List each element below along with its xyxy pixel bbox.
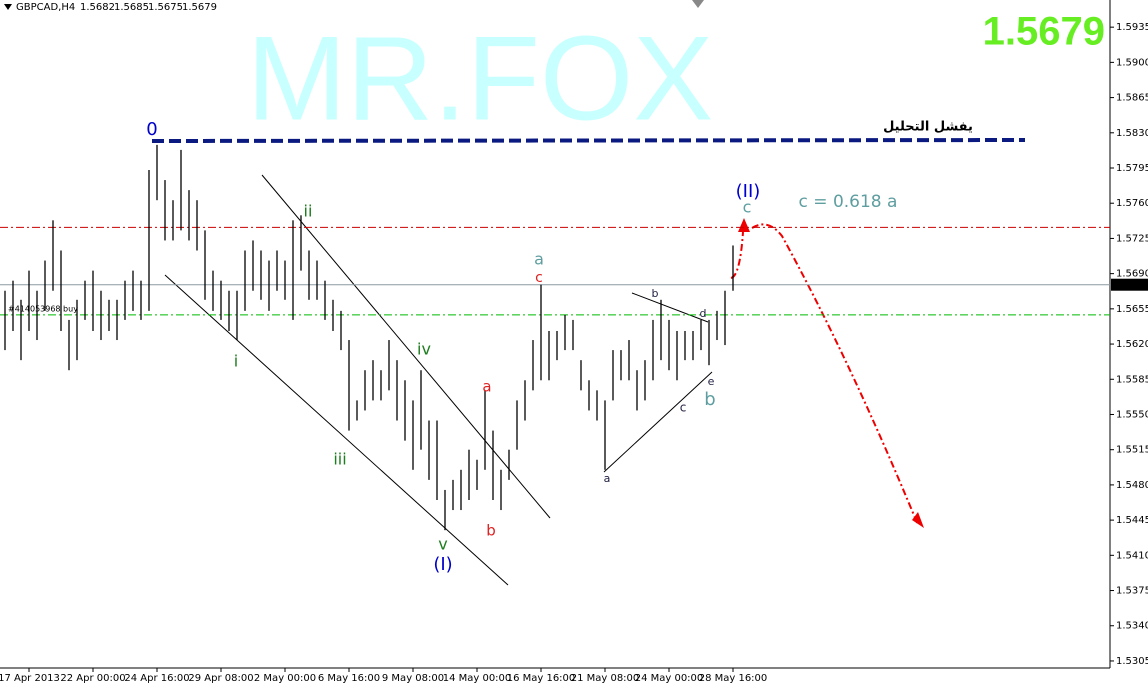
x-tick-label: 9 May 08:00 <box>382 673 444 684</box>
wave-label: 0 <box>146 119 157 140</box>
header-low: 1.5675 <box>148 2 183 13</box>
triangle-lower <box>603 371 713 473</box>
y-tick-label: 1.5515 <box>1116 445 1148 456</box>
x-tick-label: 21 May 08:00 <box>571 673 640 684</box>
price-box <box>1111 278 1148 291</box>
triangle-upper <box>631 292 709 323</box>
scroll-marker <box>692 0 704 8</box>
x-tick-label: 29 Apr 08:00 <box>188 673 253 684</box>
price-big: 1.5679 <box>983 10 1105 54</box>
wave-label: c <box>535 270 543 286</box>
y-tick-label: 1.5620 <box>1116 339 1148 350</box>
price-box-label: 1.5679 <box>1114 280 1148 291</box>
wave-label: يفشل التحليل <box>883 120 973 135</box>
wave-label: c <box>743 198 752 217</box>
failure-line <box>151 138 1026 143</box>
projection-down <box>751 223 919 526</box>
trend-lines <box>164 174 713 586</box>
wave-label: i <box>234 352 238 371</box>
y-tick-label: 1.5725 <box>1116 233 1148 244</box>
wave-label: v <box>438 535 447 554</box>
wave-label: (I) <box>433 554 452 575</box>
y-tick-label: 1.5795 <box>1116 163 1148 174</box>
wave-label: iii <box>333 450 346 469</box>
y-tick-label: 1.5655 <box>1116 304 1148 315</box>
channel-lower <box>164 274 509 586</box>
wave-label: a <box>604 472 611 485</box>
header-open: 1.5682 <box>80 2 115 13</box>
x-tick-label: 17 Apr 2013 <box>0 673 60 684</box>
watermark: MR.FOX <box>247 12 714 146</box>
y-tick-label: 1.5445 <box>1116 515 1148 526</box>
wave-label: ii <box>304 202 313 221</box>
wave-label: b <box>704 389 715 410</box>
wave-label: b <box>652 287 659 300</box>
y-tick-label: 1.5480 <box>1116 480 1148 491</box>
wave-label: b <box>486 522 496 540</box>
y-tick-label: 1.5550 <box>1116 409 1148 420</box>
order-label: #414053968 buy <box>8 304 78 313</box>
wave-label: c <box>680 401 687 415</box>
header-close: 1.5679 <box>182 2 217 13</box>
y-tick-label: 1.5305 <box>1116 656 1148 667</box>
wave-label: c = 0.618 a <box>799 192 898 212</box>
y-tick-label: 1.5375 <box>1116 586 1148 597</box>
wave-label: a <box>534 250 544 269</box>
x-tick-label: 6 May 16:00 <box>318 673 380 684</box>
y-tick-label: 1.5935 <box>1116 22 1148 33</box>
x-tick-label: 24 Apr 16:00 <box>124 673 189 684</box>
y-tick-label: 1.5830 <box>1116 128 1148 139</box>
arrow-head <box>738 218 750 232</box>
header: GBPCAD,H4 1.5682 1.5685 1.5675 1.5679 <box>4 2 217 13</box>
y-tick-label: 1.5900 <box>1116 57 1148 68</box>
x-tick-label: 22 Apr 00:00 <box>60 673 125 684</box>
x-tick-label: 2 May 00:00 <box>254 673 316 684</box>
channel-upper <box>261 174 551 519</box>
y-tick-label: 1.5760 <box>1116 198 1148 209</box>
wave-label: a <box>482 378 491 396</box>
y-tick-label: 1.5690 <box>1116 269 1148 280</box>
plot-area <box>0 0 1110 668</box>
x-tick-label: 16 May 16:00 <box>507 673 576 684</box>
x-tick-label: 24 May 00:00 <box>635 673 704 684</box>
x-tick-label: 28 May 16:00 <box>699 673 768 684</box>
y-tick-label: 1.5410 <box>1116 550 1148 561</box>
header-high: 1.5685 <box>114 2 149 13</box>
header-arrow <box>4 4 12 10</box>
y-tick-label: 1.5340 <box>1116 621 1148 632</box>
header-symbol: GBPCAD,H4 <box>16 2 75 13</box>
y-tick-label: 1.5585 <box>1116 374 1148 385</box>
y-tick-label: 1.5865 <box>1116 93 1148 104</box>
wave-label: d <box>700 307 707 320</box>
arrow-head <box>912 512 924 528</box>
wave-label: e <box>708 375 715 388</box>
wave-label: (II) <box>736 181 761 202</box>
x-tick-label: 14 May 00:00 <box>443 673 512 684</box>
wave-label: iv <box>417 340 431 359</box>
